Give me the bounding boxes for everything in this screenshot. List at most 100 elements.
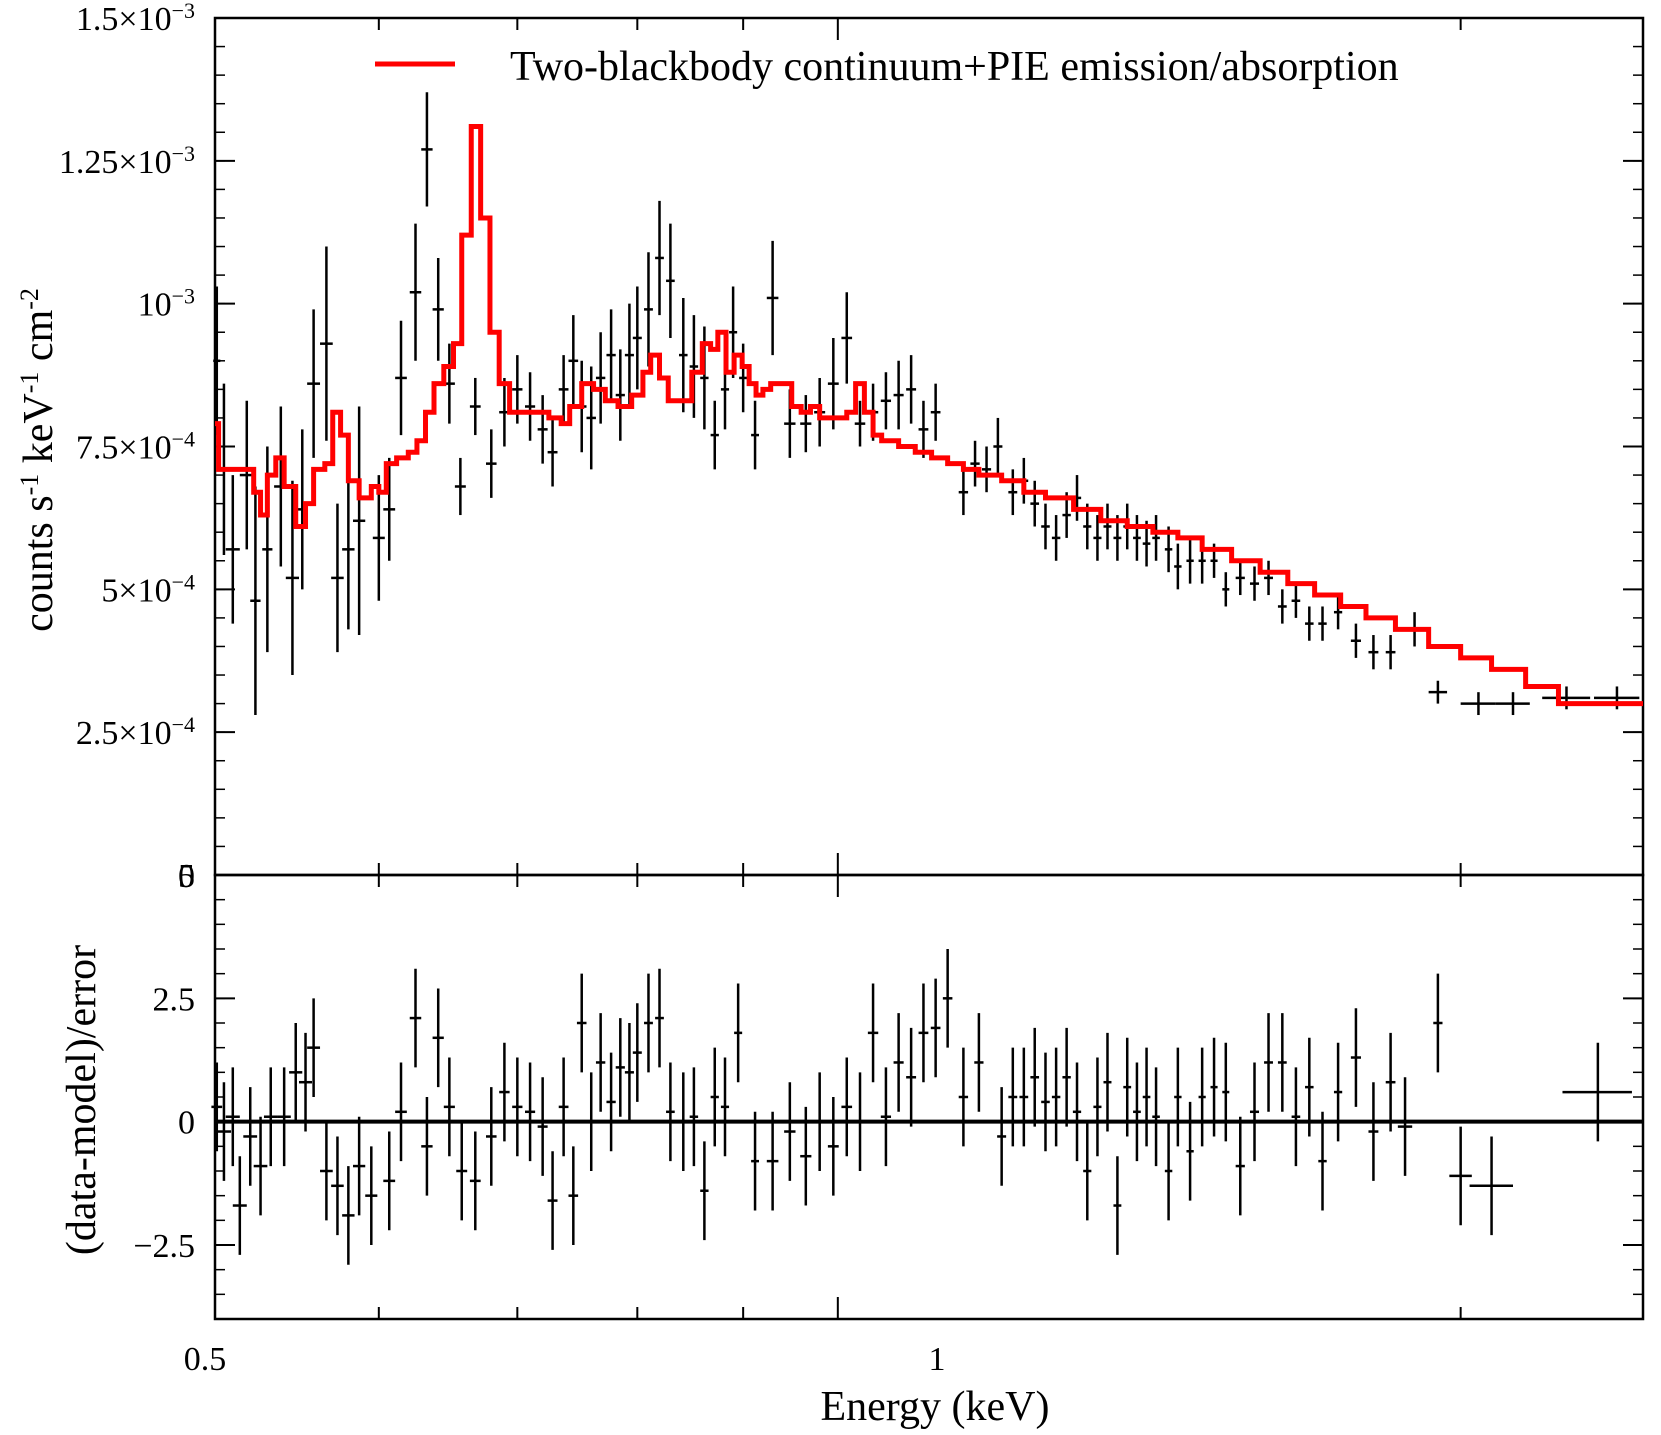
residual-panel: 5 2.5 0 −2.5 <box>133 858 1645 1321</box>
model-step-line <box>215 124 1643 707</box>
residual-data-point <box>854 1072 866 1171</box>
residual-data-point <box>547 1151 558 1250</box>
residual-data-point <box>1103 1032 1112 1132</box>
spectrum-data-point <box>981 446 992 493</box>
spectrum-data-point <box>1249 566 1260 601</box>
residual-data-points <box>211 949 1632 1265</box>
residual-data-point <box>586 1072 596 1171</box>
residual-data-point <box>1093 1057 1102 1157</box>
residual-data-point <box>997 1087 1007 1186</box>
spectrum-data-point <box>383 457 396 561</box>
residual-data-point <box>342 1166 355 1265</box>
spectrum-data-point <box>918 400 929 458</box>
spectrum-data-point <box>1350 623 1361 658</box>
residual-data-point <box>1350 1008 1361 1107</box>
residual-data-point <box>1152 1067 1160 1167</box>
residual-data-point <box>918 983 929 1083</box>
residual-data-point <box>307 998 321 1097</box>
residual-data-point <box>1264 1013 1273 1112</box>
residual-data-point <box>1164 1121 1173 1221</box>
spectrum-data-point <box>485 429 497 498</box>
residual-data-point <box>1123 1037 1132 1137</box>
residual-data-point <box>814 1072 826 1171</box>
spectrum-y-tick-labels: 1.5×10−3 1.25×10−3 10−3 7.5×10−4 5×10−4 2.5×1… <box>59 0 195 895</box>
spectrum-data-point <box>213 286 221 436</box>
residual-data-point <box>299 1032 313 1132</box>
spectrum-data-point <box>970 440 980 487</box>
residual-data-point <box>974 1013 984 1112</box>
residual-data-point <box>331 1136 344 1236</box>
residual-data-point <box>1397 1077 1413 1176</box>
spectrum-y-axis-title: counts s-1 keV-1 cm-2 <box>15 288 63 632</box>
residual-data-point <box>383 1131 396 1231</box>
residual-data-point <box>352 1116 366 1216</box>
residual-y-tick-label: 5 <box>178 858 195 895</box>
x-tick-label-1: 1 <box>929 1341 946 1378</box>
spectrum-data-point <box>250 486 261 716</box>
residual-data-point <box>469 1131 481 1231</box>
residual-data-point <box>277 1067 291 1167</box>
spectrum-data-point <box>1133 515 1141 561</box>
residual-data-point <box>1385 1032 1396 1132</box>
spectrum-y-tick-label: 10−3 <box>138 283 195 324</box>
residual-data-point <box>421 1097 433 1196</box>
spectrum-data-point <box>1385 635 1396 670</box>
x-axis-title: Energy (keV) <box>821 1384 1050 1430</box>
residual-data-point <box>1008 1047 1018 1147</box>
residual-data-point <box>537 1077 548 1176</box>
spectrum-data-point <box>1051 515 1061 561</box>
spectrum-data-point <box>766 240 779 356</box>
spectrum-data-point <box>1291 583 1301 618</box>
residual-data-point <box>1072 1062 1082 1162</box>
residual-data-point <box>800 1106 812 1206</box>
residual-data-point <box>1062 1027 1071 1127</box>
spectrum-plot-frame <box>213 16 1645 877</box>
spectrum-data-point <box>537 395 548 464</box>
residual-data-point <box>1562 1042 1632 1142</box>
residual-data-point <box>1291 1067 1301 1167</box>
residual-data-point <box>942 949 953 1048</box>
spectrum-data-point <box>1152 515 1160 561</box>
residual-data-point <box>827 1097 839 1196</box>
spectrum-data-point <box>993 417 1003 476</box>
residual-data-point <box>841 1057 853 1157</box>
residual-data-point <box>1030 1027 1040 1127</box>
spectrum-data-point <box>595 332 606 424</box>
legend: Two-blackbody continuum+PIE emission/abs… <box>375 44 1399 90</box>
residual-data-point <box>644 973 653 1073</box>
residual-data-point <box>211 1062 223 1152</box>
spectrum-data-point <box>893 360 904 430</box>
residual-data-point <box>1333 1042 1343 1142</box>
spectrum-data-point <box>568 315 579 407</box>
spectrum-y-tick-label: 1.5×10−3 <box>76 0 195 38</box>
spectrum-data-point <box>1174 543 1182 590</box>
residual-data-point <box>1305 1037 1314 1137</box>
spectrum-data-point <box>958 469 969 516</box>
residual-data-point <box>253 1116 268 1216</box>
residual-data-point <box>320 1121 333 1221</box>
spectrum-y-tick-label: 7.5×10−4 <box>76 426 195 467</box>
residual-data-point <box>1210 1037 1218 1137</box>
residual-data-point <box>365 1146 378 1245</box>
spectrum-data-point <box>225 475 240 624</box>
spectrum-data-point <box>710 400 719 470</box>
residual-data-point <box>689 1067 699 1167</box>
residual-data-point <box>710 1047 719 1147</box>
spectrum-data-point <box>880 372 892 430</box>
residual-data-point <box>606 1052 616 1152</box>
residual-data-point <box>615 1018 625 1117</box>
residual-plot-frame <box>213 873 1645 1321</box>
residual-y-tick-label: 0 <box>178 1105 195 1142</box>
residual-data-point <box>1186 1101 1194 1201</box>
residual-data-point <box>263 1067 278 1167</box>
spectrum-data-point <box>558 355 569 424</box>
spectrum-data-point <box>827 337 839 430</box>
residual-data-point <box>734 983 743 1083</box>
residual-data-point <box>243 1087 258 1186</box>
residual-data-point <box>525 1062 536 1162</box>
spectrum-data-point <box>1186 537 1194 584</box>
residual-data-point <box>232 1156 247 1255</box>
residual-data-point <box>1368 1082 1379 1181</box>
residual-data-point <box>499 1042 510 1142</box>
residual-data-point <box>558 1057 569 1157</box>
